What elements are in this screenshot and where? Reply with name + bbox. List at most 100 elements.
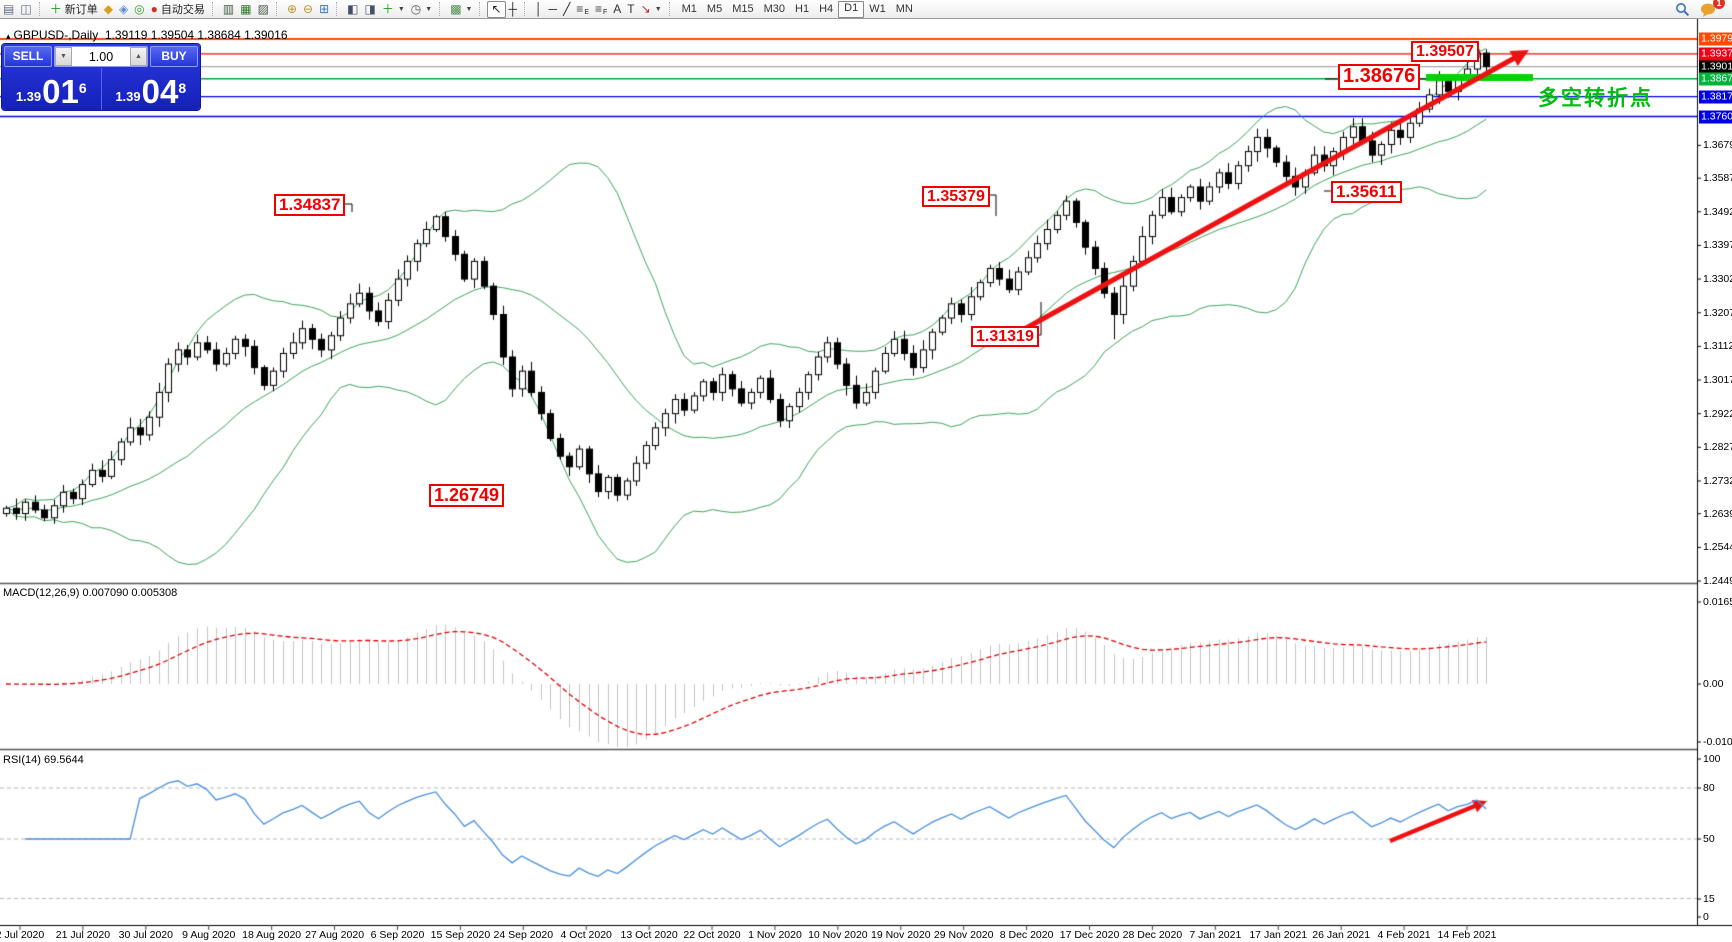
macd-label: MACD(12,26,9) 0.007090 0.005308 — [3, 587, 178, 599]
zoom-out-button[interactable]: ⊖ — [300, 1, 316, 17]
macd-scale-tick: 0.0165 — [1703, 596, 1732, 608]
chevron-down-icon: ▼ — [465, 5, 473, 13]
date-label: 1 Nov 2020 — [748, 929, 802, 941]
sell-price[interactable]: 1.39 01 6 — [2, 68, 102, 110]
date-label: 24 Sep 2020 — [493, 929, 554, 941]
timeframe-m30-button[interactable]: M30 — [763, 2, 786, 15]
sell-button[interactable]: SELL — [4, 46, 52, 67]
timeframe-m1-button[interactable]: M1 — [681, 2, 697, 15]
indicator-window-button[interactable]: ◧ — [344, 1, 361, 17]
price-annotation[interactable]: 1.34837 — [274, 194, 346, 217]
metaeditor-icon: ◆ — [103, 2, 113, 16]
buy-price[interactable]: 1.39 04 8 — [102, 68, 201, 110]
price-annotation[interactable]: 1.39507 — [1411, 41, 1479, 63]
sell-price-prefix: 1.39 — [15, 89, 42, 104]
price-tick: 1.36795 — [1703, 139, 1732, 152]
price-tick: 1.27320 — [1703, 474, 1732, 487]
candlestick-chart-button[interactable]: ▦ — [237, 1, 254, 17]
toolbar-separator — [336, 2, 341, 16]
price-tick: 1.33970 — [1703, 239, 1732, 252]
toolbar-separator — [439, 2, 444, 16]
price-tag-1.39798: 1.39798 — [1699, 32, 1732, 46]
mql5-community-button[interactable]: ◎ — [131, 1, 147, 17]
volume-increase-button[interactable]: ▲ — [130, 47, 147, 66]
ohlc-values: 1.39119 1.39504 1.38684 1.39016 — [104, 28, 288, 42]
profiles-button[interactable]: ◫ — [17, 1, 34, 17]
templates-icon: ▩ — [450, 2, 462, 16]
one-click-collapse-icon[interactable]: ▴ — [6, 31, 11, 41]
timeframe-w1-button[interactable]: W1 — [869, 2, 886, 15]
timeframe-mn-button[interactable]: MN — [895, 2, 913, 15]
price-tick: 1.29220 — [1703, 407, 1732, 420]
trendline-button[interactable]: ╱ — [560, 1, 573, 17]
candlestick-chart-icon: ▦ — [240, 2, 252, 16]
macd-scale-tick: -0.010571 — [1703, 736, 1732, 748]
date-label: 7 Jan 2021 — [1189, 929, 1242, 941]
zoom-in-button[interactable]: ⊕ — [284, 1, 300, 17]
price-annotation[interactable]: 1.35379 — [922, 186, 990, 208]
rsi-scale-tick: 15 — [1703, 893, 1715, 905]
crosshair-button[interactable]: ┼ — [506, 1, 521, 17]
price-tick: 1.32070 — [1703, 306, 1732, 319]
equidistant-channel-button[interactable]: ≡ E — [573, 1, 592, 17]
cursor-button[interactable]: ↖ — [487, 0, 506, 18]
volume-decrease-button[interactable]: ▼ — [55, 47, 72, 66]
timeframe-h1-button[interactable]: H1 — [795, 2, 810, 15]
text-button[interactable]: A — [610, 1, 624, 17]
fibonacci-icon-letter: F — [603, 8, 608, 16]
tile-windows-button[interactable]: ⊞ — [316, 1, 332, 17]
fibonacci-button[interactable]: ≡ F — [592, 1, 610, 17]
horizontal-line-icon: ─ — [548, 2, 558, 16]
bars-chart-button[interactable]: ▥ — [220, 1, 237, 17]
chinese-note-annotation[interactable]: 多空转折点 — [1538, 87, 1653, 110]
timeframe-m15-button[interactable]: M15 — [732, 2, 754, 15]
volume-input[interactable] — [72, 48, 130, 65]
volume-stepper: ▼ ▲ — [54, 46, 148, 67]
vertical-line-button[interactable]: │ — [532, 1, 546, 17]
price-tick: 1.26395 — [1703, 507, 1732, 520]
line-chart-button[interactable]: ▨ — [255, 1, 272, 17]
price-tick: 1.25445 — [1703, 541, 1732, 554]
price-annotation[interactable]: 1.38676 — [1338, 64, 1421, 90]
horizontal-line-button[interactable]: ─ — [546, 1, 561, 17]
trendline-icon: ╱ — [563, 2, 571, 16]
text-label-icon: T — [627, 2, 635, 16]
new-order-button[interactable]: ＋新订单 — [47, 1, 101, 17]
price-annotation[interactable]: 1.26749 — [429, 484, 505, 508]
chart-title: ▴ GBPUSD-,Daily 1.39119 1.39504 1.38684 1… — [6, 28, 288, 42]
date-label: 9 Aug 2020 — [182, 929, 236, 941]
text-icon: A — [613, 2, 622, 16]
price-annotation[interactable]: 1.35611 — [1331, 181, 1402, 204]
price-tag-1.39016: 1.39016 — [1699, 60, 1732, 74]
periods-dropdown[interactable]: ◷ ▼ — [408, 1, 435, 17]
one-click-trading-panel: SELL ▼ ▲ BUY 1.39 01 6 1.39 04 8 — [2, 44, 200, 110]
indicators-dropdown[interactable]: ＋ ▼ — [379, 1, 408, 17]
rsi-scale-tick: 80 — [1703, 782, 1715, 794]
new-chart-button[interactable]: ▤ — [0, 1, 17, 17]
metaeditor-button[interactable]: ◆ — [101, 1, 116, 17]
rsi-scale-tick: 50 — [1703, 833, 1715, 845]
timeframe-h4-button[interactable]: H4 — [819, 2, 834, 15]
autotrading-button-label: 自动交易 — [160, 4, 205, 16]
rsi-scale-tick: 100 — [1703, 753, 1721, 765]
search-icon[interactable] — [1675, 2, 1690, 17]
notification-badge: 1 — [1713, 0, 1725, 9]
chevron-down-icon: ▼ — [397, 5, 405, 13]
data-window-button[interactable]: ◨ — [361, 1, 378, 17]
community-chat-icon[interactable]: 1 — [1700, 0, 1725, 17]
timeframe-m5-button[interactable]: M5 — [706, 2, 723, 15]
text-label-button[interactable]: T — [624, 1, 637, 17]
price-tick: 1.24495 — [1703, 575, 1732, 588]
buy-button[interactable]: BUY — [150, 46, 198, 67]
new-order-button-label: 新订单 — [64, 4, 98, 16]
price-annotation[interactable]: 1.31319 — [971, 326, 1039, 348]
timeframe-d1-button[interactable]: D1 — [838, 0, 865, 18]
templates-dropdown[interactable]: ▩ ▼ — [447, 1, 475, 17]
autotrading-button[interactable]: ● 自动交易 — [148, 1, 208, 17]
arrows-dropdown[interactable]: ↘ ▼ — [638, 1, 665, 17]
date-label: 2 Jul 2020 — [0, 929, 45, 941]
strategy-tester-button[interactable]: ◈ — [116, 1, 131, 17]
toolbar: ▤ ◫ ＋新订单 ◆ ◈ ◎ ● 自动交易 ▥ ▦ ▨ ⊕ ⊖ ⊞ ◧ ◨ ＋ ▼ ◷ ▼ ▩ ▼ ↖ ┼ │ ─ ╱ ≡ E ≡ F A T ↘… — [0, 0, 1732, 19]
